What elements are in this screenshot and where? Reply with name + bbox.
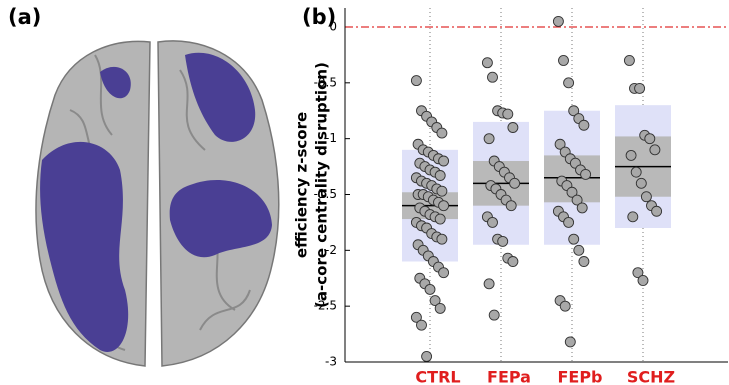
data-point [623, 55, 635, 66]
data-point [632, 267, 644, 279]
data-point [578, 119, 590, 131]
y-tick-label: 0 [329, 19, 337, 33]
y-tick-label: -1 [325, 131, 337, 145]
data-point [434, 170, 446, 181]
category-label: FEPb [557, 368, 602, 385]
panel-label: (a) [8, 5, 41, 29]
data-point [487, 216, 498, 228]
data-point [564, 336, 576, 348]
y-axis-label: efficiency z-score [293, 112, 311, 258]
data-point [625, 149, 637, 161]
data-point [563, 77, 575, 89]
data-point [502, 108, 514, 120]
data-point [554, 138, 566, 150]
category-label: CTRL [415, 368, 460, 385]
data-point [416, 319, 427, 331]
data-point [563, 216, 575, 228]
y-tick-label: -2 [325, 243, 337, 257]
data-point [634, 82, 646, 94]
data-point [578, 256, 590, 267]
data-point [488, 309, 500, 321]
data-point [505, 200, 517, 212]
data-point [436, 233, 448, 245]
data-point [436, 127, 448, 139]
y-tick-label: -1.5 [314, 187, 337, 201]
y-tick-label: -0.5 [314, 75, 337, 89]
y-tick-label: -2.5 [314, 299, 337, 313]
y-axis-label: (a-core centrality disruption) [313, 62, 331, 308]
data-point [644, 133, 656, 145]
category-label: FEPa [487, 368, 531, 385]
data-point [487, 71, 498, 83]
panel-label: (b) [302, 5, 336, 29]
data-point [571, 194, 583, 206]
data-point [559, 300, 571, 312]
data-point [627, 211, 639, 223]
data-point [568, 105, 580, 117]
data-point [507, 256, 519, 267]
category-label: SCHZ [627, 368, 675, 385]
data-point [483, 278, 495, 290]
data-point [483, 133, 495, 145]
data-point [410, 75, 422, 87]
data-point [421, 350, 433, 362]
data-point [436, 185, 448, 197]
data-point [410, 311, 422, 323]
data-point [429, 295, 441, 307]
data-point [573, 244, 585, 256]
data-point [481, 57, 493, 69]
data-point [630, 166, 642, 178]
data-point [509, 177, 521, 189]
plot-area: 0 -0.5 -1 -1.5 -2 -2.5 -3 CTRL FEPa FEPb SCHZ effic… [293, 8, 728, 385]
brain [35, 40, 280, 367]
data-point [576, 202, 588, 214]
y-tick-label: -3 [325, 355, 337, 369]
data-point [580, 168, 592, 180]
data-point [651, 205, 663, 217]
data-point [635, 177, 647, 189]
data-point [507, 122, 519, 133]
data-point [438, 200, 450, 212]
data-point [497, 235, 509, 247]
data-point [558, 55, 569, 66]
data-point [434, 302, 446, 314]
data-point [649, 144, 661, 156]
data-point [438, 267, 450, 279]
data-point [566, 186, 578, 198]
data-point [424, 283, 436, 295]
data-point [434, 213, 446, 225]
data-point [637, 275, 649, 286]
data-point [438, 155, 450, 167]
data-point [640, 191, 652, 203]
data-point [552, 15, 564, 27]
data-point [568, 233, 580, 245]
